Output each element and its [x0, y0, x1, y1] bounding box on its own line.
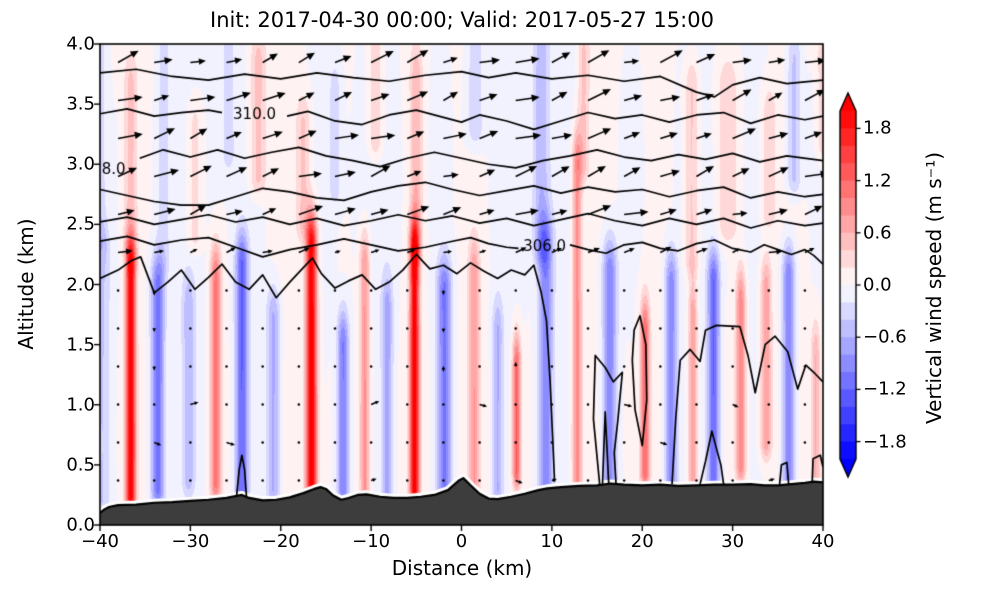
colorbar-tick-label: 1.8 [863, 117, 892, 139]
y-tick-label: 0.0 [66, 514, 95, 536]
y-tick-label: 2.5 [66, 213, 95, 235]
colorbar-tick-label: −1.8 [863, 431, 907, 453]
y-axis-label: Altitude (km) [14, 218, 38, 350]
x-tick-label: 20 [630, 531, 654, 552]
x-tick-label: −40 [81, 531, 119, 552]
colorbar-tick-label: 0.6 [863, 222, 892, 244]
x-tick-label: 30 [721, 531, 745, 552]
x-tick-label: −30 [171, 531, 210, 552]
x-tick-label: 0 [455, 531, 468, 552]
colorbar-tick-label: 1.2 [863, 170, 892, 192]
x-tick-label: −20 [261, 531, 300, 552]
y-tick-label: 1.5 [66, 334, 95, 356]
colorbar-label: Vertical wind speed (m s⁻¹) [922, 151, 946, 425]
x-tick-label: 40 [811, 531, 835, 552]
x-tick-label: 10 [540, 531, 564, 552]
plot-title: Init: 2017-04-30 00:00; Valid: 2017-05-2… [210, 8, 714, 32]
x-axis-label: Distance (km) [391, 556, 533, 580]
y-tick-label: 3.0 [66, 153, 95, 175]
y-tick-label: 0.5 [66, 454, 95, 476]
y-tick-label: 3.5 [66, 93, 95, 115]
colorbar-tick-label: −1.2 [863, 378, 907, 400]
y-tick-label: 4.0 [66, 33, 95, 55]
x-tick-label: −10 [352, 531, 391, 552]
y-tick-label: 1.0 [66, 394, 95, 416]
y-tick-label: 2.0 [66, 274, 95, 295]
colorbar-tick-label: 0.0 [863, 274, 892, 296]
colorbar-tick-label: −0.6 [863, 326, 907, 348]
